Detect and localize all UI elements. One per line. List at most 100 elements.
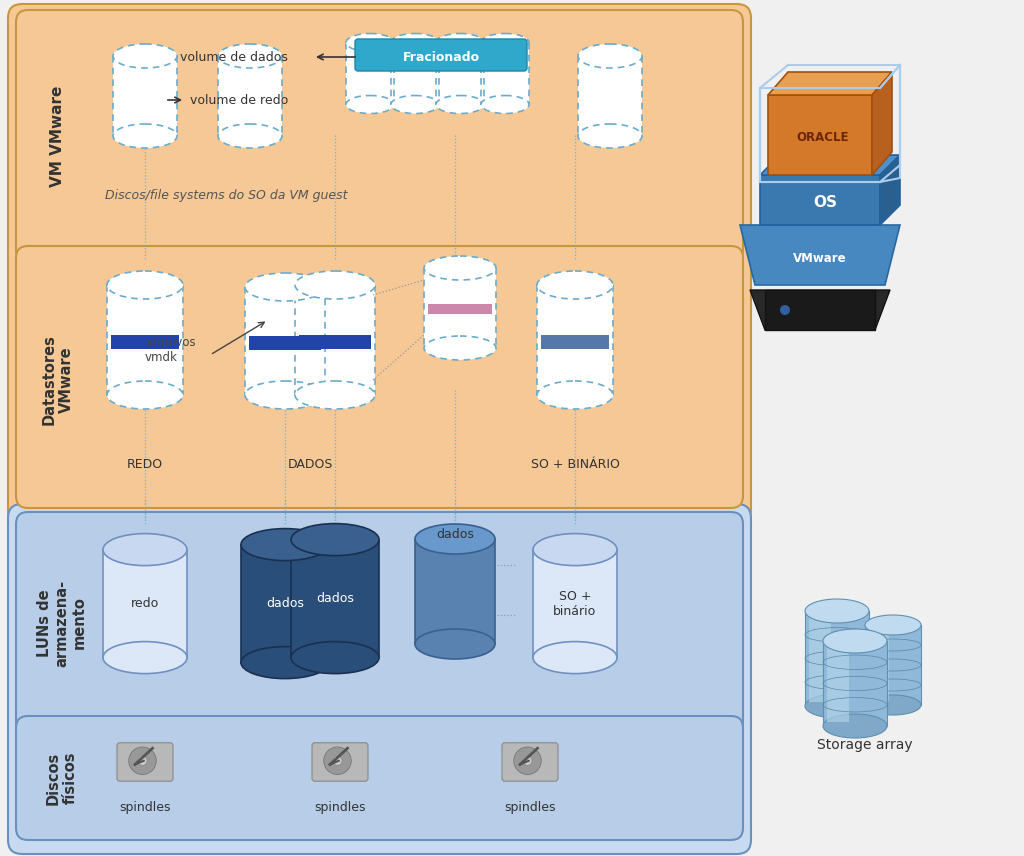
Bar: [103, 550, 187, 657]
FancyBboxPatch shape: [312, 743, 368, 782]
Bar: [534, 550, 617, 657]
Circle shape: [523, 756, 532, 765]
Text: Discos/file systems do SO da VM guest: Discos/file systems do SO da VM guest: [105, 188, 347, 201]
Text: Discos
físicos: Discos físicos: [46, 752, 78, 805]
Text: volume de dados: volume de dados: [180, 51, 288, 63]
Ellipse shape: [391, 96, 439, 114]
Ellipse shape: [823, 629, 887, 653]
Ellipse shape: [805, 694, 869, 718]
FancyBboxPatch shape: [502, 743, 558, 782]
Polygon shape: [760, 175, 880, 225]
Circle shape: [514, 747, 542, 775]
Bar: [541, 335, 609, 348]
Ellipse shape: [534, 642, 617, 674]
Bar: [809, 615, 831, 702]
Bar: [865, 625, 921, 705]
Bar: [391, 43, 439, 104]
Ellipse shape: [346, 96, 394, 114]
Bar: [245, 287, 325, 395]
Bar: [481, 43, 529, 104]
Ellipse shape: [481, 96, 529, 114]
Bar: [106, 285, 183, 395]
Bar: [249, 336, 321, 349]
FancyBboxPatch shape: [16, 716, 743, 840]
Text: DADOS: DADOS: [288, 457, 333, 471]
Ellipse shape: [245, 381, 325, 409]
Ellipse shape: [805, 599, 869, 623]
Text: REDO: REDO: [127, 457, 163, 471]
Text: OS: OS: [813, 194, 837, 210]
Ellipse shape: [537, 271, 613, 299]
Circle shape: [138, 756, 147, 765]
Ellipse shape: [103, 533, 187, 566]
Bar: [299, 335, 371, 348]
Circle shape: [129, 747, 157, 775]
Polygon shape: [768, 72, 892, 95]
Text: dados: dados: [316, 592, 354, 605]
Bar: [241, 544, 329, 663]
Bar: [823, 641, 887, 726]
Bar: [218, 56, 282, 136]
Polygon shape: [880, 155, 900, 225]
Ellipse shape: [578, 44, 642, 68]
Bar: [415, 539, 495, 644]
FancyBboxPatch shape: [16, 246, 743, 508]
Text: VM VMware: VM VMware: [50, 86, 66, 187]
Bar: [346, 43, 394, 104]
Ellipse shape: [218, 124, 282, 148]
Text: dados: dados: [436, 528, 474, 542]
Ellipse shape: [106, 271, 183, 299]
Text: Fracionado: Fracionado: [402, 51, 479, 63]
Ellipse shape: [534, 533, 617, 566]
Ellipse shape: [865, 695, 921, 715]
Ellipse shape: [106, 381, 183, 409]
Ellipse shape: [295, 381, 375, 409]
Text: ORACLE: ORACLE: [797, 130, 849, 144]
Bar: [295, 285, 375, 395]
Bar: [765, 290, 874, 330]
FancyBboxPatch shape: [8, 4, 751, 524]
Circle shape: [333, 756, 342, 765]
Ellipse shape: [436, 33, 484, 51]
Bar: [113, 56, 177, 136]
Text: dados: dados: [266, 597, 304, 610]
Circle shape: [780, 305, 790, 315]
Ellipse shape: [436, 96, 484, 114]
Text: Datastores
VMware: Datastores VMware: [42, 335, 74, 425]
Text: spindles: spindles: [119, 801, 171, 815]
Ellipse shape: [424, 336, 496, 360]
FancyBboxPatch shape: [8, 504, 751, 854]
Text: LUNs de
armazena-
mento: LUNs de armazena- mento: [37, 580, 87, 667]
Bar: [291, 539, 379, 657]
Bar: [537, 285, 613, 395]
Bar: [578, 56, 642, 136]
Text: arquivos
vmdk: arquivos vmdk: [145, 336, 196, 364]
Text: spindles: spindles: [504, 801, 556, 815]
Ellipse shape: [103, 642, 187, 674]
Text: SO + BINÁRIO: SO + BINÁRIO: [530, 457, 620, 471]
FancyBboxPatch shape: [355, 39, 527, 71]
Bar: [428, 304, 492, 314]
Bar: [869, 629, 889, 701]
Ellipse shape: [823, 714, 887, 738]
Ellipse shape: [295, 271, 375, 299]
Text: VMware: VMware: [794, 252, 847, 265]
Ellipse shape: [113, 124, 177, 148]
FancyBboxPatch shape: [117, 743, 173, 782]
Ellipse shape: [391, 33, 439, 51]
Polygon shape: [768, 95, 872, 175]
Ellipse shape: [291, 642, 379, 674]
Bar: [827, 645, 849, 722]
Ellipse shape: [481, 33, 529, 51]
Ellipse shape: [241, 646, 329, 679]
Ellipse shape: [241, 529, 329, 561]
Ellipse shape: [113, 44, 177, 68]
Bar: [805, 611, 869, 706]
Polygon shape: [760, 155, 900, 175]
Polygon shape: [872, 72, 892, 175]
Text: SO +
binário: SO + binário: [553, 590, 597, 617]
Ellipse shape: [245, 273, 325, 301]
Bar: [111, 335, 179, 348]
Ellipse shape: [415, 524, 495, 554]
Text: redo: redo: [131, 597, 159, 610]
